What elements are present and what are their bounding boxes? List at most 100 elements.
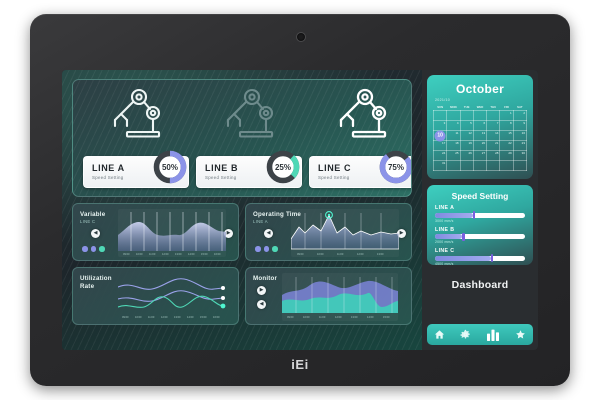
calendar-weekday: SUN [437, 105, 444, 109]
calendar-grid[interactable]: SUN MON TUE WED THU FRI SAT 1 2 3 4 5 6 7 8 9 10 11 12 13 1… [432, 104, 528, 171]
gear-icon[interactable] [459, 328, 472, 341]
calendar-day-cell[interactable]: 15 [499, 130, 514, 141]
chart-operating-title: Operating Time [253, 211, 302, 218]
speed-slider-row-a: LINE A 3000 mm/s [435, 205, 525, 223]
chart-operating-prev-button[interactable]: ◀ [264, 229, 273, 238]
svg-text:11:00: 11:00 [149, 252, 156, 256]
calendar-day-cell[interactable]: 23 [512, 140, 528, 151]
svg-text:11:00: 11:00 [337, 252, 344, 256]
dot-2[interactable] [263, 246, 269, 252]
chart-card-operating-time[interactable]: Operating Time LINE A ◀ ▶ [245, 203, 412, 261]
calendar-day-cell[interactable]: 10 [432, 130, 448, 141]
calendar-day-cell[interactable]: 28 [486, 150, 501, 161]
gauge-line-c: 75% [377, 148, 411, 186]
speed-slider-a-thumb[interactable] [472, 211, 476, 219]
speed-slider-c-unit: 4500 mm/s [435, 261, 454, 266]
calendar-day-cell[interactable]: 26 [459, 150, 474, 161]
dot-3[interactable] [272, 246, 278, 252]
svg-text:09:00: 09:00 [297, 252, 304, 256]
svg-text:13:00: 13:00 [175, 252, 182, 256]
calendar-day-cell[interactable]: 18 [446, 140, 461, 151]
speed-slider-b-fill [435, 234, 462, 239]
calendar-day-cell[interactable]: 31 [432, 160, 448, 171]
dot-1[interactable] [255, 246, 261, 252]
calendar-weekday: WED [476, 105, 484, 109]
calendar-day-rows[interactable]: 1 2 3 4 5 6 7 8 9 10 11 12 13 14 15 16 17 18 19 20 21 22 23 24 2… [432, 110, 528, 171]
chart-monitor-title: Monitor [253, 275, 278, 282]
calendar-selected-day[interactable]: 10 [434, 130, 446, 141]
chart-card-monitor[interactable]: Monitor ▶ ◀ [245, 267, 412, 325]
line-card-a-subtitle: Speed Setting [92, 175, 124, 180]
chart-operating-next-button[interactable]: ▶ [397, 229, 406, 238]
svg-text:09:00: 09:00 [123, 252, 130, 256]
line-card-b-title: LINE B [205, 163, 239, 173]
chart-card-utilization-rate[interactable]: Utilization Rate 09 [72, 267, 239, 325]
home-icon[interactable] [433, 328, 446, 341]
calendar-empty-cell [486, 110, 501, 121]
calendar-empty-cell [446, 160, 461, 171]
svg-text:12:00: 12:00 [335, 315, 342, 319]
gauge-line-c-value: 75% [387, 162, 404, 172]
svg-text:13:00: 13:00 [377, 252, 384, 256]
chart-operating-dots[interactable] [255, 246, 278, 252]
dot-1[interactable] [82, 246, 88, 252]
bar-chart-icon[interactable] [484, 326, 501, 343]
calendar-day-cell[interactable]: 30 [512, 150, 528, 161]
calendar-day-cell[interactable]: 25 [446, 150, 461, 161]
calendar-day-cell[interactable]: 6 [472, 120, 488, 131]
speed-setting-card: Speed Setting LINE A 3000 mm/s LINE B [427, 185, 533, 265]
calendar-day-cell[interactable]: 17 [432, 140, 448, 151]
speed-slider-a-fill [435, 212, 473, 218]
calendar-day-cell[interactable]: 27 [472, 150, 488, 161]
calendar-day-cell[interactable]: 13 [472, 130, 488, 141]
calendar-day-cell[interactable]: 11 [446, 130, 461, 141]
svg-text:10:00: 10:00 [317, 252, 324, 256]
calendar-day-cell[interactable]: 14 [486, 130, 501, 141]
chart-monitor-prev-button[interactable]: ◀ [257, 300, 266, 309]
calendar-day-cell[interactable]: 29 [499, 150, 514, 161]
dashboard-main: LINE A Speed Setting 50% LINE B Speed Se [62, 70, 422, 350]
chart-monitor-next-button[interactable]: ▶ [257, 286, 266, 295]
star-icon[interactable] [514, 328, 527, 341]
speed-slider-a[interactable] [435, 211, 525, 219]
calendar-day-cell[interactable]: 12 [459, 130, 474, 141]
speed-slider-b-thumb[interactable] [462, 232, 465, 241]
calendar-day-cell[interactable]: 24 [432, 150, 448, 161]
calendar-day-cell[interactable]: 22 [499, 140, 514, 151]
calendar-day-cell[interactable]: 1 [499, 110, 514, 121]
speed-slider-c-label: LINE C [435, 248, 455, 254]
calendar-day-cell[interactable]: 16 [512, 130, 528, 141]
calendar-day-cell[interactable]: 19 [459, 140, 474, 151]
chart-card-variable[interactable]: Variable LINE C ◀ ▶ [72, 203, 239, 261]
chart-variable-dots[interactable] [82, 246, 105, 252]
calendar-day-cell[interactable]: 5 [459, 120, 474, 131]
speed-slider-b[interactable] [435, 232, 525, 241]
calendar-day-cell[interactable]: 9 [512, 120, 528, 131]
speed-slider-c[interactable] [435, 254, 525, 262]
dot-3[interactable] [99, 246, 105, 252]
svg-text:11:00: 11:00 [319, 315, 326, 319]
calendar-day-cell[interactable]: 2 [512, 110, 528, 121]
speed-slider-row-b: LINE B 2000 mm/s [435, 227, 525, 244]
speed-slider-a-unit: 3000 mm/s [435, 218, 454, 223]
calendar-empty-cell [432, 110, 448, 121]
chart-variable-next-button[interactable]: ▶ [224, 229, 233, 238]
calendar-day-cell[interactable]: 8 [499, 120, 514, 131]
speed-slider-row-c: LINE C 4500 mm/s [435, 248, 525, 265]
calendar-day-cell[interactable]: 4 [446, 120, 461, 131]
speed-slider-c-thumb[interactable] [490, 254, 494, 262]
production-lines-panel: LINE A Speed Setting 50% LINE B Speed Se [72, 79, 412, 197]
chart-variable-prev-button[interactable]: ◀ [91, 229, 100, 238]
line-card-a-title: LINE A [92, 163, 125, 173]
dashboard-label: Dashboard [451, 279, 509, 291]
dot-2[interactable] [90, 246, 96, 252]
calendar-day-cell[interactable]: 20 [472, 140, 488, 151]
calendar-day-cell[interactable]: 21 [486, 140, 501, 151]
svg-text:16:00: 16:00 [213, 315, 220, 319]
calendar-day-cell[interactable]: 3 [432, 120, 448, 131]
calendar-weekday: SAT [517, 105, 523, 109]
calendar-empty-cell [472, 110, 488, 121]
calendar-day-cell[interactable]: 7 [486, 120, 501, 131]
